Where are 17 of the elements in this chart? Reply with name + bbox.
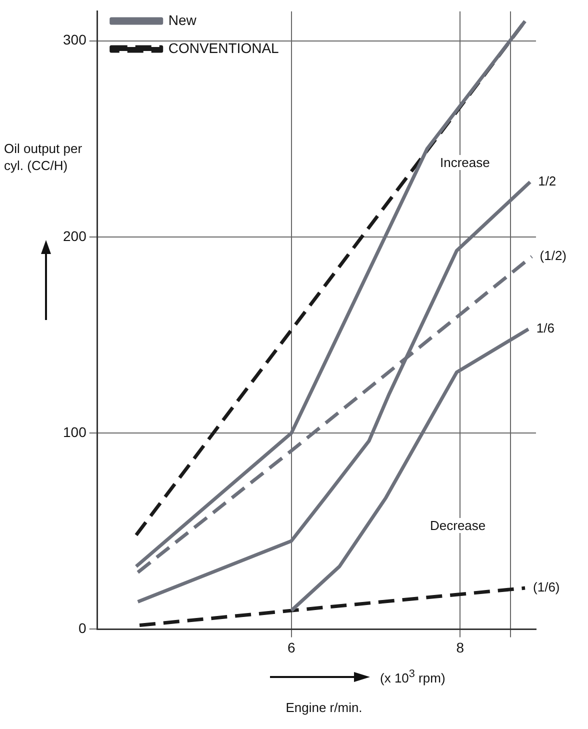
text: (x 10$^{3}$ rpm) [380,668,446,686]
y-tick-label: 100 [63,424,87,440]
annotation: (1/2) [540,248,567,264]
legend-label: CONVENTIONAL [168,40,280,56]
y-tick-label: 0 [78,620,87,636]
annotation: 1/2 [538,174,556,189]
annotation: Increase [438,155,492,170]
annotation: Decrease [428,518,488,533]
x-tick-label: 8 [456,639,464,656]
y-tick-label: 200 [63,228,87,244]
x-tick-label: 6 [287,639,296,656]
x-axis-title: Engine r/min. [284,700,364,715]
legend-label: New [168,12,198,28]
y-axis-title: Oil output per cyl. (CC/H) [4,140,84,174]
annotation: (1/6) [533,580,560,595]
y-tick-label: 300 [63,32,87,48]
annotation: 1/6 [536,320,554,336]
